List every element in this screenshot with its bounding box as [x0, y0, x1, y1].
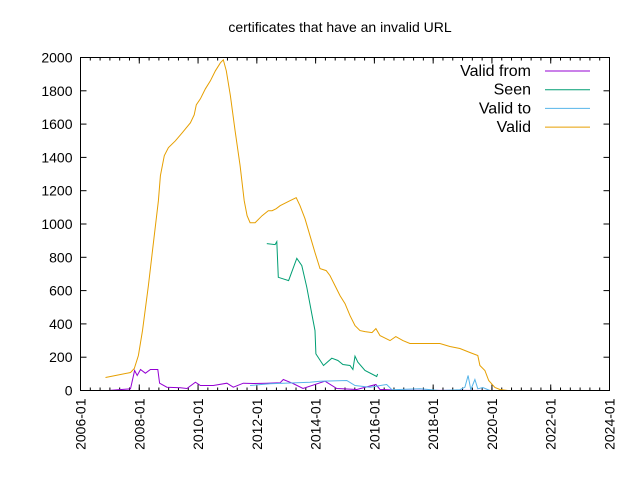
series-line-valid: [105, 58, 508, 391]
legend-label: Valid from: [460, 63, 531, 80]
series-line-seen: [266, 239, 379, 378]
y-tick-label: 2000: [41, 50, 72, 66]
x-tick-label: 2014-01: [308, 398, 324, 450]
x-tick-label: 2024-01: [602, 398, 618, 450]
y-tick-label: 200: [49, 349, 73, 365]
x-tick-label: 2010-01: [190, 398, 206, 450]
y-tick-label: 0: [65, 383, 73, 399]
chart-title: certificates that have an invalid URL: [228, 19, 452, 35]
x-tick-label: 2018-01: [425, 398, 441, 450]
axis-ticks: 0 200 400 600 800 1000 1200 1400 1600 1800 2000 200…: [41, 50, 617, 450]
y-tick-label: 400: [49, 316, 73, 332]
y-tick-label: 1600: [41, 116, 72, 132]
y-tick-label: 600: [49, 283, 73, 299]
y-tick-label: 1400: [41, 149, 72, 165]
y-tick-label: 1000: [41, 216, 72, 232]
y-tick-label: 800: [49, 249, 73, 265]
x-tick-label: 2020-01: [484, 398, 500, 450]
x-tick-label: 2016-01: [366, 398, 382, 450]
legend-label: Valid to: [479, 100, 531, 117]
x-tick-label: 2022-01: [543, 398, 559, 450]
legend-label: Seen: [494, 82, 531, 99]
series-line-valid-from: [108, 368, 500, 391]
plot-frame: [80, 57, 610, 391]
y-tick-label: 1800: [41, 83, 72, 99]
y-tick-label: 1200: [41, 183, 72, 199]
series-line-valid-to: [250, 375, 491, 392]
series-lines: [105, 58, 508, 392]
legend-label: Valid: [497, 119, 531, 136]
x-tick-label: 2006-01: [73, 398, 89, 450]
x-tick-label: 2008-01: [131, 398, 147, 450]
x-tick-label: 2012-01: [249, 398, 265, 450]
